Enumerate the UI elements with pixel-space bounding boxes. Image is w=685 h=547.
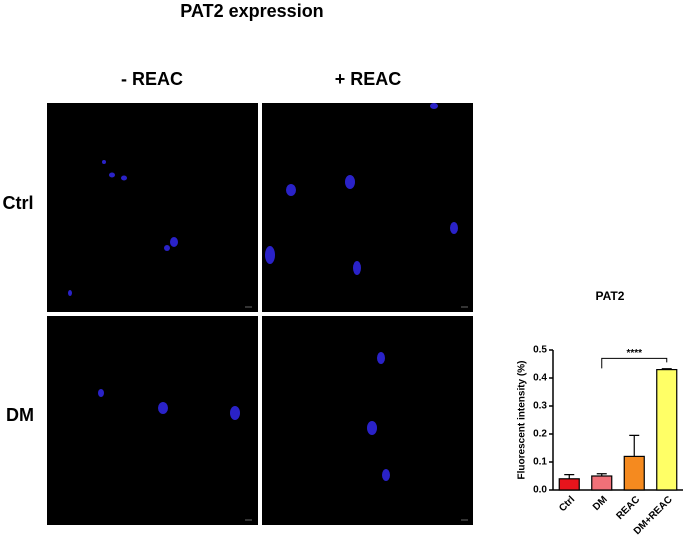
micrographs bbox=[47, 103, 473, 525]
y-axis-label: Fluorescent intensity (%) bbox=[517, 361, 528, 480]
error-bar bbox=[661, 368, 672, 370]
bar bbox=[591, 475, 613, 491]
micrograph bbox=[262, 316, 473, 525]
micrograph bbox=[47, 316, 258, 525]
row-label: Ctrl bbox=[3, 193, 34, 213]
x-tick-label: REAC bbox=[614, 494, 642, 522]
x-tick-label: DM bbox=[591, 494, 610, 513]
error-bar bbox=[596, 473, 607, 476]
bar bbox=[656, 369, 678, 491]
y-tick-label: 0.3 bbox=[533, 401, 547, 412]
nuclei bbox=[68, 103, 458, 481]
significance-bracket bbox=[601, 357, 668, 369]
y-tick-label: 0.5 bbox=[533, 345, 547, 356]
x-tick-label: Ctrl bbox=[557, 494, 577, 514]
scale-bars bbox=[245, 306, 468, 521]
y-tick-label: 0.4 bbox=[533, 373, 547, 384]
column-label: + REAC bbox=[335, 69, 402, 89]
micrograph bbox=[262, 103, 473, 312]
y-tick-label: 0.2 bbox=[533, 429, 547, 440]
row-label: DM bbox=[6, 405, 34, 425]
bar bbox=[558, 478, 580, 491]
figure-title: PAT2 expression bbox=[180, 1, 323, 21]
error-bar bbox=[564, 474, 575, 479]
y-tick-label: 0.1 bbox=[533, 457, 547, 468]
y-tick-label: 0.0 bbox=[533, 485, 547, 496]
bar bbox=[623, 455, 645, 491]
significance-label: **** bbox=[626, 348, 642, 359]
column-label: - REAC bbox=[121, 69, 183, 89]
error-bar bbox=[629, 434, 640, 457]
micrograph bbox=[47, 103, 258, 312]
chart-title: PAT2 bbox=[596, 289, 625, 303]
